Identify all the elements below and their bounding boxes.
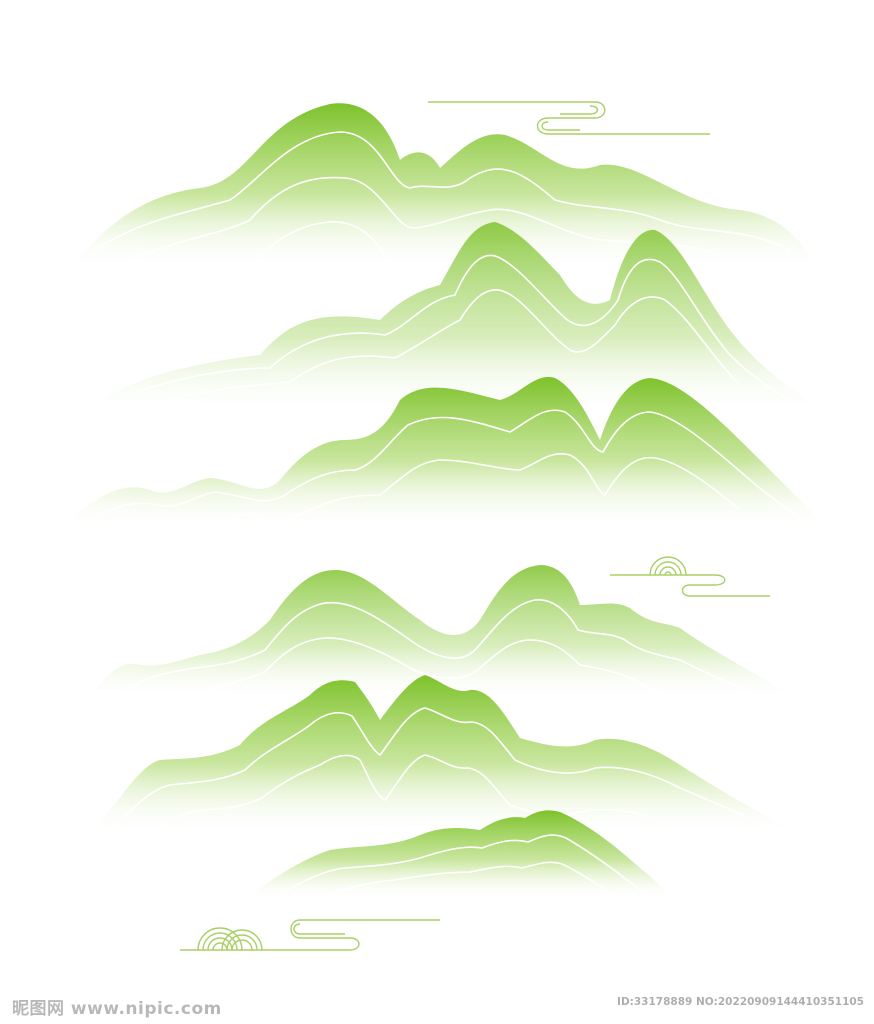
watermark-site-text: 昵图网 www.nipic.com	[12, 999, 222, 1019]
cloud-ornament-middle	[610, 556, 770, 597]
cloud-ornament-top	[428, 101, 710, 135]
cloud-ornament-bottom	[180, 919, 440, 951]
watermark-id-text: ID:33178889 NO:20220909144410351105	[617, 996, 864, 1008]
